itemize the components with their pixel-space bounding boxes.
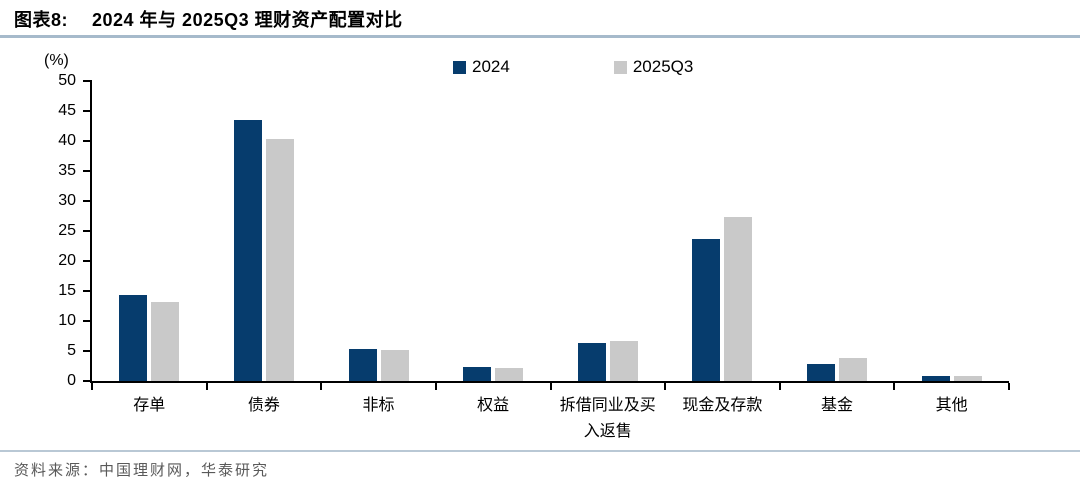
x-category-label: 债券	[247, 397, 280, 414]
chart-legend: 2024 2025Q3	[453, 57, 693, 77]
x-tick-mark	[893, 383, 896, 390]
legend-label: 2025Q3	[632, 57, 694, 76]
y-axis-unit-label: (%)	[44, 52, 69, 69]
bar-2024	[807, 364, 836, 381]
bar-group: 其他	[894, 81, 1009, 414]
y-tick-mark	[83, 260, 92, 262]
y-tick-mark	[83, 320, 92, 322]
bar-2025Q3	[953, 376, 982, 381]
x-tick-mark	[1008, 383, 1010, 390]
x-tick-mark	[205, 383, 208, 390]
figure-number-label: 图表8:	[14, 10, 69, 30]
y-tick-mark	[83, 350, 92, 352]
bar-2025Q3	[265, 138, 294, 381]
legend-swatch	[453, 60, 466, 74]
y-tick-label: 0	[67, 372, 76, 389]
source-note: 资料来源：中国理财网，华泰研究	[14, 463, 270, 479]
y-tick-mark	[83, 110, 92, 112]
x-tick-mark	[778, 383, 781, 390]
bar-2025Q3	[151, 302, 180, 381]
bar-group: 基金	[780, 81, 895, 414]
y-tick-mark	[83, 200, 92, 202]
legend-label: 2024	[472, 57, 510, 76]
plot-area: 存单 债券 非标 权益 拆借同业及买入返售 现金及存款 基金 其他	[83, 80, 1010, 440]
bar-2025Q3	[380, 350, 409, 381]
y-tick-label: 40	[58, 132, 76, 149]
y-tick-label: 50	[58, 72, 76, 89]
y-tick-label: 45	[58, 102, 76, 119]
bar-2025Q3	[724, 216, 753, 381]
bar-groups: 存单 债券 非标 权益 拆借同业及买入返售 现金及存款 基金 其他	[92, 81, 1009, 440]
y-tick-label: 35	[58, 162, 76, 179]
bar-2025Q3	[839, 358, 868, 381]
bar-2024	[119, 294, 148, 381]
y-tick-mark	[83, 230, 92, 232]
y-tick-mark	[83, 140, 92, 142]
y-tick-label: 15	[58, 282, 76, 299]
x-tick-mark	[549, 383, 552, 390]
y-tick-label: 25	[58, 222, 76, 239]
x-category-label: 非标	[362, 397, 395, 414]
footer-divider	[0, 450, 1080, 452]
y-tick-mark	[83, 80, 92, 82]
y-tick-label: 5	[67, 342, 76, 359]
figure-title: 2024 年与 2025Q3 理财资产配置对比	[92, 10, 403, 30]
y-tick-mark	[83, 290, 92, 292]
bar-2024	[921, 376, 950, 381]
title-divider	[0, 35, 1080, 38]
bar-group: 存单	[92, 81, 207, 414]
figure-title-row: 图表8: 2024 年与 2025Q3 理财资产配置对比	[14, 6, 403, 32]
x-tick-mark	[91, 383, 93, 390]
bar-2024	[692, 238, 721, 381]
bar-2024	[233, 120, 262, 381]
x-category-label: 存单	[133, 397, 166, 414]
legend-item: 2025Q3	[613, 57, 694, 77]
bar-2024	[577, 342, 606, 381]
bar-group: 权益	[436, 81, 551, 414]
legend-item: 2024	[453, 57, 510, 77]
x-category-label: 现金及存款	[682, 397, 763, 414]
bar-group: 拆借同业及买入返售	[551, 81, 666, 440]
bar-2024	[463, 366, 492, 381]
x-category-label: 其他	[935, 397, 968, 414]
y-tick-label: 10	[58, 312, 76, 329]
x-category-label: 拆借同业及买入返售	[559, 397, 656, 440]
bar-group: 债券	[207, 81, 322, 414]
legend-swatch	[613, 60, 627, 74]
bar-2024	[348, 348, 377, 381]
y-tick-mark	[83, 380, 92, 382]
x-category-label: 基金	[821, 397, 854, 414]
bar-2025Q3	[609, 340, 638, 381]
bar-group: 现金及存款	[665, 81, 780, 414]
y-tick-label: 30	[58, 192, 76, 209]
y-tick-mark	[83, 170, 92, 172]
y-tick-label: 20	[58, 252, 76, 269]
x-category-label: 权益	[477, 397, 510, 414]
bar-group: 非标	[321, 81, 436, 414]
bar-2025Q3	[495, 368, 524, 381]
x-tick-mark	[320, 383, 323, 390]
x-tick-mark	[434, 383, 437, 390]
x-tick-mark	[664, 383, 667, 390]
